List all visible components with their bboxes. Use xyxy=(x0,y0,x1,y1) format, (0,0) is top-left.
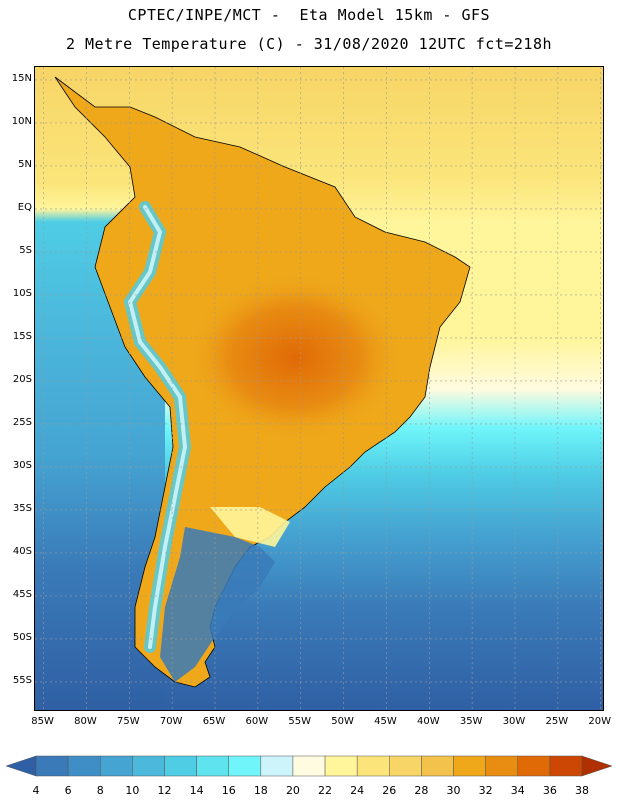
colorbar-arrow-low xyxy=(5,755,37,777)
colorbar-swatch xyxy=(228,755,262,777)
longitude-label: 85W xyxy=(31,716,54,727)
colorbar-label: 30 xyxy=(446,784,461,797)
colorbar-swatch xyxy=(132,755,165,777)
colorbar-swatch xyxy=(260,755,294,777)
longitude-label: 25W xyxy=(545,716,569,727)
colorbar-label: 20 xyxy=(285,784,300,797)
colorbar-label: 6 xyxy=(64,784,72,797)
longitude-label: 35W xyxy=(459,716,483,727)
latitude-label: 10S xyxy=(12,287,32,299)
longitude-label: 65W xyxy=(202,716,226,727)
colorbar-label: 16 xyxy=(221,784,236,797)
colorbar-label: 10 xyxy=(125,784,140,797)
latitude-label: 15S xyxy=(12,330,32,342)
longitude-label: 30W xyxy=(502,716,526,727)
colorbar-label: 4 xyxy=(32,784,40,797)
temperature-colorbar xyxy=(5,755,613,777)
latitude-label: 5S xyxy=(19,244,32,256)
patagonia-cool-zone xyxy=(160,527,275,682)
colorbar-swatch xyxy=(164,755,197,777)
latitude-label: 45S xyxy=(12,588,32,600)
longitude-label: 60W xyxy=(245,716,269,727)
graticule xyxy=(35,67,603,710)
longitude-label: 20W xyxy=(588,716,612,727)
colorbar-label: 26 xyxy=(382,784,397,797)
longitude-label: 50W xyxy=(331,716,354,727)
latitude-label: 50S xyxy=(12,631,32,643)
colorbar-swatch xyxy=(35,755,69,777)
colorbar-swatch xyxy=(453,755,486,777)
colorbar-swatch xyxy=(67,755,101,777)
longitude-label: 45W xyxy=(374,716,397,727)
colorbar-label: 38 xyxy=(575,784,589,797)
latitude-label: 15N xyxy=(11,72,32,84)
latitude-label: 40S xyxy=(12,545,32,557)
colorbar-label: 18 xyxy=(253,784,268,797)
pampas-mild-zone xyxy=(210,507,290,547)
latitude-label: EQ xyxy=(17,201,32,213)
colorbar-swatch xyxy=(292,755,326,777)
colorbar-swatch xyxy=(196,755,229,777)
latitude-label: 35S xyxy=(12,502,32,514)
map-canvas xyxy=(35,67,603,710)
colorbar-swatch xyxy=(549,755,583,777)
map-title-line-1: CPTEC/INPE/MCT - Eta Model 15km - GFS xyxy=(127,6,491,24)
colorbar-label: 28 xyxy=(414,784,429,797)
latitude-label: 25S xyxy=(12,416,32,428)
colorbar-swatch xyxy=(356,755,390,777)
colorbar-label: 36 xyxy=(542,784,557,797)
colorbar-swatch xyxy=(324,755,358,777)
colorbar-label: 24 xyxy=(350,784,365,797)
colorbar-label: 32 xyxy=(478,784,493,797)
latitude-label: 55S xyxy=(12,674,32,686)
colorbar-swatch xyxy=(389,755,422,777)
map-title-line-2: 2 Metre Temperature (C) - 31/08/2020 12U… xyxy=(65,35,553,53)
colorbar-swatch xyxy=(99,755,133,777)
longitude-label: 55W xyxy=(288,716,312,727)
longitude-label: 80W xyxy=(74,716,97,727)
colorbar-swatch xyxy=(485,755,519,777)
interior-hot-zone xyxy=(185,272,405,442)
longitude-label: 75W xyxy=(116,716,140,727)
latitude-label: 30S xyxy=(12,459,32,471)
colorbar-label: 14 xyxy=(189,784,204,797)
colorbar-swatch xyxy=(517,755,551,777)
colorbar-label: 22 xyxy=(318,784,333,797)
latitude-label: 5N xyxy=(18,158,32,170)
longitude-label: 70W xyxy=(159,716,183,727)
colorbar-swatch xyxy=(421,755,454,777)
temperature-map xyxy=(34,66,604,711)
colorbar-label: 34 xyxy=(510,784,525,797)
latitude-label: 10N xyxy=(11,115,32,127)
colorbar-arrow-high xyxy=(581,755,613,777)
latitude-label: 20S xyxy=(12,373,32,385)
longitude-label: 40W xyxy=(416,716,440,727)
colorbar-label: 12 xyxy=(157,784,172,797)
andes-peak-band xyxy=(127,205,188,649)
colorbar-label: 8 xyxy=(96,784,104,797)
